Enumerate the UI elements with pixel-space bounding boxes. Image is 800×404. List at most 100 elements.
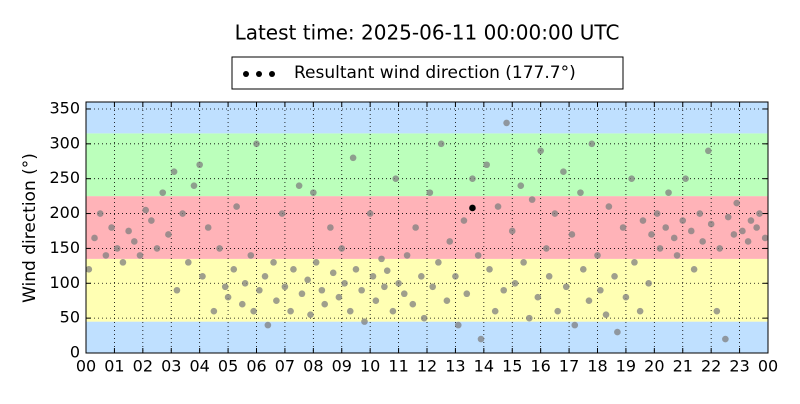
data-point (361, 318, 368, 325)
y-tick-label: 250 (49, 168, 80, 187)
data-point (102, 252, 110, 259)
x-tick-label: 11 (388, 357, 408, 376)
data-point (469, 175, 476, 182)
data-point (463, 290, 471, 298)
data-point (545, 273, 553, 280)
x-tick-label: 17 (559, 357, 579, 376)
data-point (233, 203, 240, 210)
plot-frame (85, 101, 769, 354)
data-point (619, 224, 627, 231)
data-point (287, 307, 294, 315)
data-point (665, 189, 672, 196)
data-point (568, 231, 576, 238)
data-point (307, 311, 314, 318)
data-point (699, 238, 706, 245)
data-point (113, 245, 121, 252)
data-point (653, 210, 661, 217)
data-point (185, 259, 192, 266)
data-point (682, 175, 689, 182)
data-point (508, 227, 516, 235)
data-point (253, 140, 260, 148)
data-point (418, 273, 425, 280)
data-point (722, 335, 729, 343)
data-point (238, 300, 246, 308)
data-point (517, 182, 525, 189)
y-tick-label: 300 (49, 133, 80, 152)
y-tick-label: 350 (49, 98, 80, 117)
data-point (656, 245, 664, 252)
data-point (690, 266, 698, 273)
data-point (500, 286, 508, 294)
data-point (392, 175, 400, 182)
legend-dot (243, 71, 249, 77)
data-point (579, 266, 587, 273)
data-point (403, 252, 411, 259)
data-point (733, 199, 741, 207)
data-point (739, 227, 746, 235)
data-point (622, 293, 630, 301)
data-point (196, 161, 203, 169)
data-point (605, 203, 613, 210)
data-point (761, 234, 769, 242)
data-point (400, 290, 408, 298)
data-point (335, 293, 343, 301)
data-point (224, 293, 232, 301)
data-point (494, 203, 502, 210)
data-point (628, 175, 635, 182)
x-tick-label: 01 (104, 357, 124, 376)
data-point (378, 255, 385, 263)
data-point (437, 140, 445, 148)
data-point (526, 314, 533, 322)
data-point (136, 252, 144, 259)
data-point (142, 206, 149, 214)
data-point (256, 286, 263, 294)
data-point (631, 259, 638, 266)
data-point (281, 283, 289, 291)
x-tick-label: 22 (701, 357, 721, 376)
data-point (429, 283, 436, 291)
data-point (602, 311, 610, 318)
x-tick-label: 02 (133, 357, 153, 376)
data-point (460, 217, 468, 224)
data-point (395, 279, 402, 287)
data-point (554, 307, 562, 315)
data-point (216, 245, 223, 252)
data-point (409, 300, 417, 308)
x-tick-label: 15 (502, 357, 522, 376)
legend-dot (256, 71, 262, 77)
x-tick-label: 00 (758, 357, 778, 376)
data-point (673, 252, 681, 259)
data-point (520, 259, 527, 266)
data-point (585, 297, 593, 305)
data-point (372, 297, 380, 305)
data-point (349, 154, 357, 162)
x-tick-label: 13 (445, 357, 465, 376)
data-point (381, 283, 388, 291)
data-point (389, 307, 397, 315)
data-point (273, 297, 280, 305)
data-point (562, 283, 570, 291)
data-point (148, 217, 155, 224)
data-point (597, 286, 604, 294)
data-point (491, 307, 499, 315)
data-point (327, 224, 334, 231)
data-point (346, 307, 354, 315)
data-point (264, 321, 272, 329)
legend-box (231, 56, 624, 90)
data-point (486, 266, 493, 273)
data-point (474, 252, 482, 259)
data-point (730, 231, 738, 238)
data-point (420, 314, 428, 322)
x-tick-label: 12 (417, 357, 437, 376)
data-point (221, 283, 229, 291)
data-point (560, 168, 567, 176)
data-point (705, 147, 712, 155)
data-point (383, 267, 391, 275)
data-point (85, 266, 93, 273)
data-point (477, 335, 485, 343)
x-tick-label: 09 (332, 357, 352, 376)
data-point (91, 234, 98, 242)
data-point (446, 238, 454, 245)
data-point (443, 297, 451, 305)
data-point (204, 224, 212, 231)
